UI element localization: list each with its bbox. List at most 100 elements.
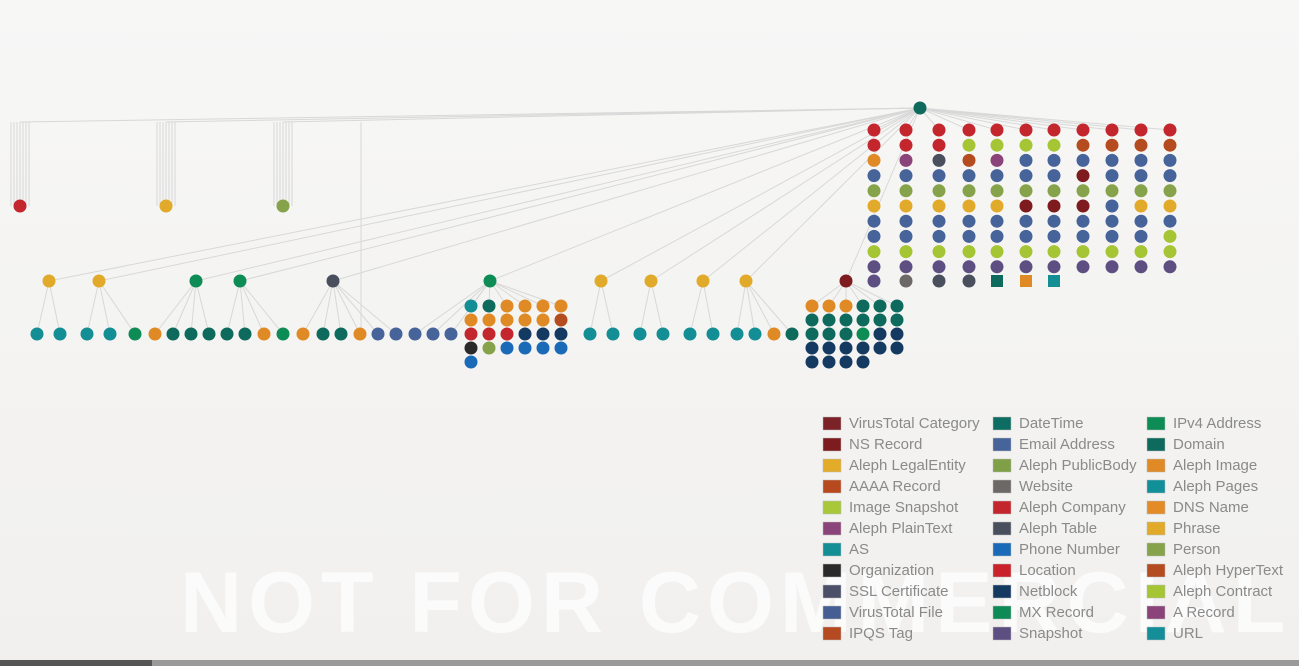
- entity-node[interactable]: [932, 123, 946, 137]
- scrollbar-thumb[interactable]: [0, 660, 152, 666]
- entity-node[interactable]: [932, 169, 946, 183]
- entity-node[interactable]: [856, 313, 870, 327]
- entity-node[interactable]: [899, 260, 913, 274]
- entity-node[interactable]: [962, 214, 976, 228]
- entity-node[interactable]: [899, 184, 913, 198]
- entity-node[interactable]: [1076, 184, 1090, 198]
- entity-node[interactable]: [1105, 169, 1119, 183]
- entity-node[interactable]: [932, 274, 946, 288]
- entity-node[interactable]: [518, 341, 532, 355]
- entity-node[interactable]: [739, 274, 753, 288]
- entity-node[interactable]: [316, 327, 330, 341]
- entity-node[interactable]: [1105, 260, 1119, 274]
- entity-node[interactable]: [1047, 214, 1061, 228]
- entity-node[interactable]: [1047, 169, 1061, 183]
- entity-node[interactable]: [518, 327, 532, 341]
- entity-node[interactable]: [536, 327, 550, 341]
- entity-node[interactable]: [962, 138, 976, 152]
- entity-node[interactable]: [483, 274, 497, 288]
- entity-node[interactable]: [464, 313, 478, 327]
- entity-node[interactable]: [932, 229, 946, 243]
- entity-node[interactable]: [594, 274, 608, 288]
- entity-node[interactable]: [856, 355, 870, 369]
- entity-node[interactable]: [867, 274, 881, 288]
- entity-node[interactable]: [606, 327, 620, 341]
- entity-node[interactable]: [1134, 169, 1148, 183]
- entity-node[interactable]: [1019, 199, 1033, 213]
- entity-node[interactable]: [257, 327, 271, 341]
- entity-node[interactable]: [867, 199, 881, 213]
- entity-node[interactable]: [536, 299, 550, 313]
- entity-node[interactable]: [991, 275, 1003, 287]
- entity-node[interactable]: [92, 274, 106, 288]
- entity-node[interactable]: [839, 299, 853, 313]
- entity-node[interactable]: [1076, 169, 1090, 183]
- entity-node[interactable]: [103, 327, 117, 341]
- entity-node[interactable]: [408, 327, 422, 341]
- entity-node[interactable]: [371, 327, 385, 341]
- entity-node[interactable]: [1163, 153, 1177, 167]
- entity-node[interactable]: [839, 327, 853, 341]
- entity-node[interactable]: [822, 313, 836, 327]
- entity-node[interactable]: [1076, 214, 1090, 228]
- entity-node[interactable]: [962, 169, 976, 183]
- entity-node[interactable]: [822, 327, 836, 341]
- entity-node[interactable]: [482, 341, 496, 355]
- entity-node[interactable]: [148, 327, 162, 341]
- entity-node[interactable]: [1048, 275, 1060, 287]
- entity-node[interactable]: [899, 245, 913, 259]
- entity-node[interactable]: [867, 169, 881, 183]
- entity-node[interactable]: [890, 313, 904, 327]
- entity-node[interactable]: [990, 184, 1004, 198]
- entity-node[interactable]: [856, 299, 870, 313]
- entity-node[interactable]: [839, 341, 853, 355]
- entity-node[interactable]: [1163, 229, 1177, 243]
- entity-node[interactable]: [554, 327, 568, 341]
- entity-node[interactable]: [464, 299, 478, 313]
- entity-node[interactable]: [166, 327, 180, 341]
- entity-node[interactable]: [962, 153, 976, 167]
- entity-node[interactable]: [899, 153, 913, 167]
- entity-node[interactable]: [1047, 153, 1061, 167]
- entity-node[interactable]: [696, 274, 710, 288]
- entity-node[interactable]: [583, 327, 597, 341]
- entity-node[interactable]: [1134, 229, 1148, 243]
- entity-node[interactable]: [1076, 153, 1090, 167]
- entity-node[interactable]: [128, 327, 142, 341]
- entity-node[interactable]: [785, 327, 799, 341]
- entity-node[interactable]: [990, 260, 1004, 274]
- entity-node[interactable]: [867, 153, 881, 167]
- entity-node[interactable]: [554, 313, 568, 327]
- entity-node[interactable]: [990, 229, 1004, 243]
- entity-node[interactable]: [730, 327, 744, 341]
- entity-node[interactable]: [1163, 123, 1177, 137]
- entity-node[interactable]: [1163, 199, 1177, 213]
- entity-node[interactable]: [1047, 184, 1061, 198]
- entity-node[interactable]: [1163, 245, 1177, 259]
- entity-node[interactable]: [962, 245, 976, 259]
- entity-node[interactable]: [389, 327, 403, 341]
- entity-node[interactable]: [500, 327, 514, 341]
- entity-node[interactable]: [464, 341, 478, 355]
- entity-node[interactable]: [1105, 184, 1119, 198]
- entity-node[interactable]: [899, 274, 913, 288]
- entity-node[interactable]: [464, 355, 478, 369]
- entity-node[interactable]: [1019, 229, 1033, 243]
- entity-node[interactable]: [932, 214, 946, 228]
- entity-node[interactable]: [53, 327, 67, 341]
- entity-node[interactable]: [932, 153, 946, 167]
- entity-node[interactable]: [238, 327, 252, 341]
- entity-node[interactable]: [80, 327, 94, 341]
- entity-node[interactable]: [805, 327, 819, 341]
- entity-node[interactable]: [1076, 260, 1090, 274]
- entity-node[interactable]: [1047, 260, 1061, 274]
- entity-node[interactable]: [276, 199, 290, 213]
- entity-node[interactable]: [1134, 214, 1148, 228]
- entity-node[interactable]: [644, 274, 658, 288]
- entity-node[interactable]: [990, 153, 1004, 167]
- entity-node[interactable]: [890, 341, 904, 355]
- entity-node[interactable]: [42, 274, 56, 288]
- entity-node[interactable]: [1047, 123, 1061, 137]
- entity-node[interactable]: [1105, 214, 1119, 228]
- entity-node[interactable]: [1076, 138, 1090, 152]
